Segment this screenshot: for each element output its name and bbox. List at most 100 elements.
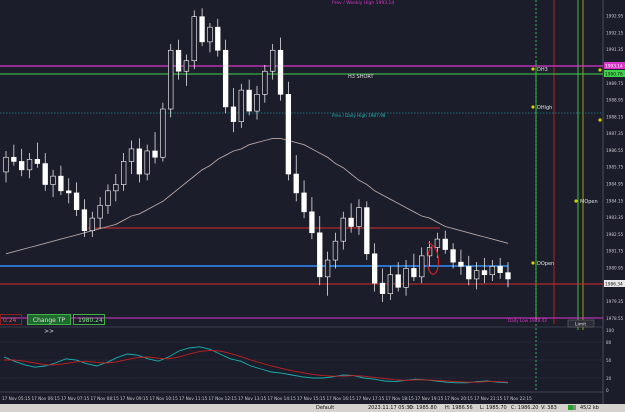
bear-candle bbox=[66, 190, 72, 194]
bull-candle bbox=[238, 89, 244, 122]
dopen-label: DOpen bbox=[537, 261, 554, 267]
bear-candle bbox=[364, 207, 370, 255]
bull-candle bbox=[403, 268, 409, 288]
bull-candle bbox=[434, 238, 441, 248]
time-tick-label: 17 Nov 07:15 bbox=[61, 396, 90, 401]
bull-candle bbox=[183, 60, 190, 72]
status-high: H: 1986.56 bbox=[445, 405, 473, 411]
right-dot-1 bbox=[598, 68, 602, 72]
bear-candle bbox=[73, 192, 80, 211]
bear-candle bbox=[466, 266, 472, 280]
bull-candle bbox=[489, 266, 495, 276]
bear-candle bbox=[19, 161, 25, 171]
time-tick-label: 17 Nov 11:15 bbox=[179, 396, 208, 401]
weekly-high-tag bbox=[604, 62, 625, 69]
moving-average-line bbox=[5, 137, 509, 255]
bull-candle bbox=[387, 274, 393, 294]
price-tick-label: 1992.15 bbox=[606, 30, 624, 35]
bull-candle bbox=[254, 94, 260, 112]
price-tick-label: 1981.75 bbox=[606, 249, 624, 254]
bear-candle bbox=[411, 268, 417, 278]
daily-low-label: Daily Low 1978.43 bbox=[508, 318, 547, 323]
bull-candle bbox=[128, 148, 135, 162]
status-open: O: 1985.80 bbox=[409, 405, 437, 411]
weekly-high-label: Prev / Weekly High 1993.14 bbox=[332, 0, 394, 6]
time-tick-label: 17 Nov 15:15 bbox=[297, 396, 326, 401]
time-tick-label: 17 Nov 22:15 bbox=[504, 396, 533, 401]
bull-candle bbox=[207, 26, 213, 43]
bear-candle bbox=[246, 89, 252, 112]
oscillator-tick-label: 80 bbox=[606, 340, 612, 345]
dh3-dot bbox=[531, 67, 535, 71]
change-tp-button[interactable]: Change TP >> bbox=[27, 314, 71, 335]
h3-short-label: H3 SHORT bbox=[348, 74, 375, 80]
bull-candle bbox=[340, 217, 346, 242]
price-tick-label: 1983.35 bbox=[606, 215, 624, 220]
bear-candle bbox=[309, 211, 315, 234]
bear-candle bbox=[199, 16, 205, 43]
time-tick-label: 17 Nov 09:15 bbox=[120, 396, 149, 401]
time-tick-label: 17 Nov 17:15 bbox=[356, 396, 385, 401]
bull-candle bbox=[113, 184, 119, 192]
weekly-high-tag-text: 1993.14 bbox=[605, 64, 623, 70]
time-tick-label: 17 Nov 05:15 bbox=[2, 396, 31, 401]
bear-candle bbox=[450, 249, 456, 263]
price-tick-label: 1985.75 bbox=[606, 165, 624, 170]
price-tick-label: 1988.15 bbox=[606, 114, 624, 119]
bull-candle bbox=[3, 156, 9, 173]
current-price-tag-text: 1986.34 bbox=[605, 282, 623, 288]
time-tick-label: 17 Nov 06:15 bbox=[32, 396, 61, 401]
time-tick-label: 17 Nov 20:15 bbox=[445, 396, 474, 401]
price-tick-label: 1984.15 bbox=[606, 198, 624, 203]
trade-left-value: 0.24 bbox=[0, 314, 22, 325]
h3-tag bbox=[604, 70, 625, 77]
bear-candle bbox=[481, 270, 488, 276]
time-tick-label: 17 Nov 21:15 bbox=[474, 396, 503, 401]
bear-candle bbox=[11, 156, 17, 162]
bear-candle bbox=[285, 94, 292, 175]
mopen-label: MOpen bbox=[580, 199, 598, 205]
oscillator-tick-label: 100 bbox=[606, 328, 614, 333]
bull-candle bbox=[97, 205, 103, 219]
status-datetime: 2023.11.17 05:30 bbox=[368, 405, 413, 411]
bear-candle bbox=[442, 238, 448, 250]
bull-candle bbox=[144, 150, 150, 175]
time-tick-label: 17 Nov 16:15 bbox=[327, 396, 356, 401]
mopen-dot bbox=[574, 199, 578, 203]
time-tick-label: 17 Nov 14:15 bbox=[268, 396, 297, 401]
bull-candle bbox=[89, 217, 95, 231]
bull-candle bbox=[168, 49, 174, 110]
time-tick-label: 17 Nov 12:15 bbox=[209, 396, 238, 401]
bull-candle bbox=[50, 175, 56, 185]
status-low: L: 1985.70 bbox=[480, 405, 507, 411]
bear-candle bbox=[458, 261, 464, 267]
price-tick-label: 1980.95 bbox=[606, 265, 624, 270]
price-tick-label: 1978.55 bbox=[606, 316, 624, 321]
limit-box bbox=[567, 319, 595, 328]
bull-candle bbox=[270, 49, 276, 72]
dhigh-label: DHigh bbox=[537, 105, 552, 111]
bull-candle bbox=[26, 159, 33, 171]
bull-candle bbox=[426, 247, 433, 257]
status-volume: V: 383 bbox=[541, 405, 557, 411]
status-profile: Default bbox=[316, 405, 335, 411]
bull-candle bbox=[419, 255, 425, 278]
price-tick-label: 1989.75 bbox=[606, 81, 624, 86]
status-close: C: 1986.20 bbox=[511, 405, 539, 411]
time-tick-label: 17 Nov 13:15 bbox=[238, 396, 267, 401]
dopen-dot bbox=[531, 261, 535, 265]
dhigh-dot bbox=[531, 105, 535, 109]
price-tick-label: 1979.35 bbox=[606, 299, 624, 304]
signal-icon bbox=[568, 405, 576, 410]
bear-candle bbox=[497, 266, 503, 273]
oscillator-tick-label: 20 bbox=[606, 376, 612, 381]
right-dot-2 bbox=[598, 118, 602, 122]
bear-candle bbox=[42, 163, 48, 185]
bear-candle bbox=[395, 274, 401, 288]
bear-candle bbox=[293, 173, 299, 194]
bear-candle bbox=[505, 272, 511, 280]
bull-candle bbox=[262, 70, 268, 95]
time-tick-label: 17 Nov 08:15 bbox=[91, 396, 120, 401]
